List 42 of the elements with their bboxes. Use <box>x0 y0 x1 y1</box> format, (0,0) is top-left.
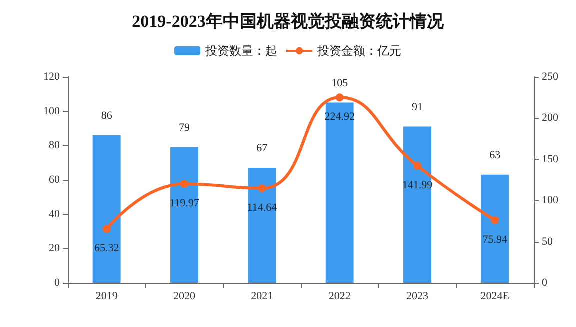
y2-tick-label: 200 <box>542 112 559 124</box>
legend-label: 投资数量：起 <box>204 44 278 58</box>
x-tick-label: 2021 <box>251 290 274 302</box>
bar <box>481 174 510 283</box>
point <box>258 184 266 193</box>
y2-tick-label: 50 <box>542 236 554 248</box>
data-label: 75.94 <box>482 234 508 246</box>
point <box>180 180 188 188</box>
bar <box>326 102 354 283</box>
data-label: 91 <box>412 101 423 114</box>
y-tick-label: 120 <box>44 71 60 83</box>
legend-label: 投资金额：亿元 <box>316 44 402 58</box>
point <box>414 162 422 170</box>
bar <box>248 168 276 283</box>
point <box>491 216 500 224</box>
x-tick-label: 2022 <box>328 290 351 302</box>
x-tick-label: 2020 <box>174 290 196 302</box>
y-tick-label: 60 <box>49 174 60 186</box>
y-tick-label: 80 <box>49 140 60 152</box>
point <box>102 225 111 234</box>
x-tick-label: 2023 <box>406 290 429 302</box>
y2-tick-label: 150 <box>542 153 559 166</box>
bar <box>170 147 198 283</box>
x-tick-label: 2024E <box>480 290 510 302</box>
y-tick-label: 100 <box>44 105 60 118</box>
y2-tick-label: 100 <box>542 194 559 207</box>
data-label: 65.32 <box>94 242 120 255</box>
x-tick-label: 2019 <box>96 290 118 302</box>
data-label: 79 <box>179 122 190 134</box>
y2-tick-label: 250 <box>542 71 559 83</box>
data-label: 86 <box>101 110 113 122</box>
y-tick-label: 20 <box>49 242 60 255</box>
y-tick-label: 0 <box>54 277 60 289</box>
chart-title: 2019-2023年中国机器视觉投融资统计情况 <box>132 12 445 31</box>
y2-tick-label: 0 <box>542 277 548 289</box>
bar <box>92 135 121 283</box>
point <box>336 94 344 102</box>
data-label: 105 <box>332 77 349 90</box>
data-label: 67 <box>256 142 268 154</box>
y-tick-label: 40 <box>49 208 60 220</box>
bar <box>404 126 432 283</box>
data-label: 63 <box>490 149 502 162</box>
